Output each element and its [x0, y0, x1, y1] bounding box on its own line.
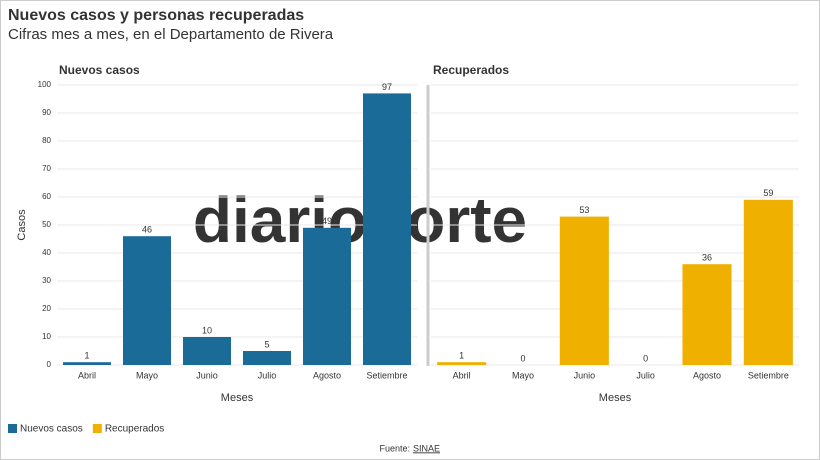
bar — [363, 93, 411, 366]
data-label: 59 — [763, 188, 773, 198]
bar — [682, 264, 732, 365]
data-label: 1 — [84, 351, 89, 361]
panel-title: Nuevos casos — [59, 63, 140, 77]
y-tick-label: 20 — [42, 304, 51, 313]
x-tick-label: Mayo — [136, 370, 158, 380]
legend-swatch — [92, 424, 102, 433]
legend-swatch — [8, 424, 17, 433]
data-label: 53 — [579, 205, 589, 215]
x-tick-label: Abril — [78, 370, 96, 380]
x-axis-label: Meses — [221, 392, 254, 404]
x-tick-label: Abril — [453, 370, 471, 380]
y-tick-label: 80 — [42, 136, 51, 145]
y-tick-label: 90 — [42, 108, 51, 117]
y-tick-label: 60 — [42, 192, 51, 201]
bar — [243, 351, 291, 365]
x-tick-label: Julio — [258, 370, 277, 380]
data-label: 0 — [643, 353, 648, 363]
bar — [437, 362, 487, 365]
y-tick-label: 10 — [42, 332, 51, 341]
x-tick-label: Agosto — [313, 370, 341, 380]
y-tick-label: 50 — [42, 220, 51, 229]
bar — [123, 236, 171, 365]
chart-title: Nuevos casos y personas recuperadas — [8, 7, 304, 24]
x-tick-label: Mayo — [512, 370, 534, 380]
x-tick-label: Agosto — [693, 370, 721, 380]
bar — [559, 216, 609, 365]
bar — [183, 337, 231, 365]
y-tick-label: 100 — [38, 80, 52, 89]
data-label: 0 — [520, 353, 525, 363]
data-label: 5 — [264, 339, 269, 349]
legend-label: Recuperados — [105, 424, 164, 435]
data-label: 46 — [142, 225, 152, 235]
source-label: Fuente: — [379, 443, 410, 453]
source-link[interactable]: SINAE — [413, 443, 440, 453]
x-tick-label: Setiembre — [366, 370, 407, 380]
data-label: 49 — [322, 216, 332, 226]
y-tick-label: 70 — [42, 164, 51, 173]
x-tick-label: Junio — [196, 370, 218, 380]
data-label: 10 — [202, 325, 212, 335]
x-tick-label: Setiembre — [748, 370, 789, 380]
data-label: 36 — [702, 253, 712, 263]
legend-label: Nuevos casos — [20, 424, 83, 435]
y-axis-label: Casos — [16, 209, 28, 241]
x-tick-label: Julio — [636, 370, 655, 380]
data-label: 1 — [459, 351, 464, 361]
panel-title: Recuperados — [433, 63, 509, 77]
x-axis-label: Meses — [599, 392, 632, 404]
x-tick-label: Junio — [574, 370, 596, 380]
bar — [303, 227, 351, 365]
data-label: 97 — [382, 82, 392, 92]
bar — [743, 199, 793, 365]
y-tick-label: 0 — [47, 360, 52, 369]
chart-subtitle: Cifras mes a mes, en el Departamento de … — [8, 26, 334, 43]
y-tick-label: 40 — [42, 248, 51, 257]
watermark: diarionorte — [193, 184, 527, 256]
y-tick-label: 30 — [42, 276, 51, 285]
bar — [63, 362, 111, 365]
